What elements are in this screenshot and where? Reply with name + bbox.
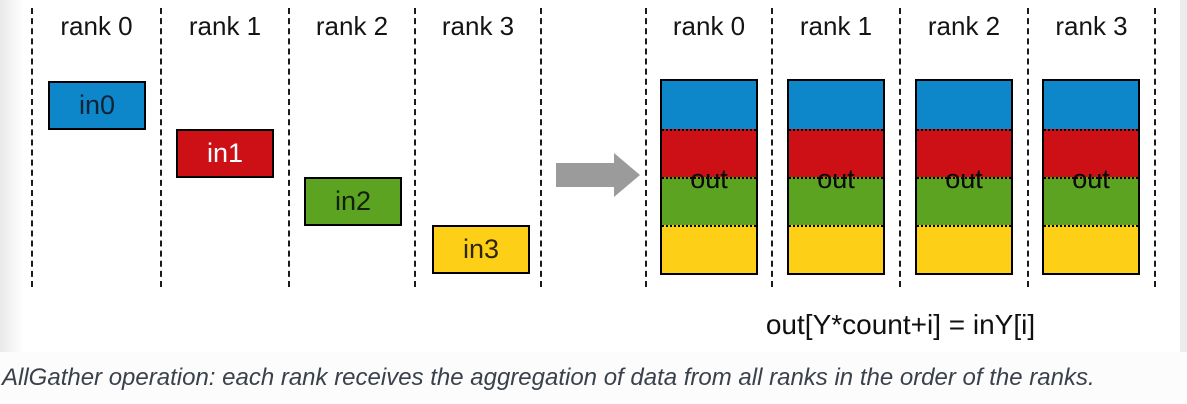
out-segment-in3 [1044, 225, 1138, 273]
out-segment-in2 [789, 177, 883, 225]
out-buffer-label: out [1072, 164, 1110, 194]
figure-caption: AllGather operation: each rank receives … [0, 352, 1187, 404]
out-segment-in3 [789, 225, 883, 273]
out-segment-in0 [1044, 81, 1138, 129]
output-stack-rank3: out [1042, 79, 1140, 275]
out-segment-in1 [662, 129, 756, 177]
output-stack-rank2: out [915, 79, 1013, 275]
right-rank0-label: rank 0 [672, 10, 746, 41]
input-box-in0-label: in0 [78, 90, 116, 120]
rank-separator-line [1154, 8, 1156, 287]
input-box-in2: in2 [304, 177, 402, 226]
rank-separator-line [645, 8, 647, 287]
right-arrow-icon [556, 151, 642, 201]
output-stack-rank0: out [660, 79, 758, 275]
page-edge-right [1180, 0, 1187, 352]
out-segment-in1 [789, 129, 883, 177]
out-segment-in1 [1044, 129, 1138, 177]
out-segment-in0 [789, 81, 883, 129]
out-buffer-label: out [945, 164, 983, 194]
rank-separator-line [288, 8, 290, 287]
input-box-in1: in1 [176, 129, 274, 178]
right-rank2-label: rank 2 [927, 10, 1001, 41]
out-segment-in3 [662, 225, 756, 273]
input-box-in1-label: in1 [206, 138, 244, 168]
out-segment-in2 [662, 177, 756, 225]
rank-separator-line [414, 8, 416, 287]
rank-separator-line [771, 8, 773, 287]
out-segment-in0 [662, 81, 756, 129]
rank-separator-line [31, 8, 33, 287]
input-box-in3: in3 [432, 225, 530, 274]
right-rank1-label: rank 1 [799, 10, 873, 41]
rank-separator-line [540, 8, 542, 287]
out-segment-in0 [917, 81, 1011, 129]
left-rank1-label: rank 1 [188, 10, 262, 41]
page-edge-left [0, 0, 24, 352]
out-segment-in2 [1044, 177, 1138, 225]
output-stack-rank1: out [787, 79, 885, 275]
out-buffer-label: out [690, 164, 728, 194]
rank-separator-line [160, 8, 162, 287]
out-segment-in3 [917, 225, 1011, 273]
left-rank3-label: rank 3 [441, 10, 515, 41]
input-box-in2-label: in2 [334, 186, 372, 216]
left-rank0-label: rank 0 [60, 10, 133, 41]
rank-separator-line [1027, 8, 1029, 287]
out-segment-in1 [917, 129, 1011, 177]
input-box-in0: in0 [48, 81, 146, 130]
right-rank3-label: rank 3 [1055, 10, 1128, 41]
input-box-in3-label: in3 [462, 234, 500, 264]
left-rank2-label: rank 2 [315, 10, 389, 41]
out-segment-in2 [917, 177, 1011, 225]
index-formula: out[Y*count+i] = inY[i] [765, 309, 1036, 340]
out-buffer-label: out [817, 164, 855, 194]
rank-separator-line [899, 8, 901, 287]
